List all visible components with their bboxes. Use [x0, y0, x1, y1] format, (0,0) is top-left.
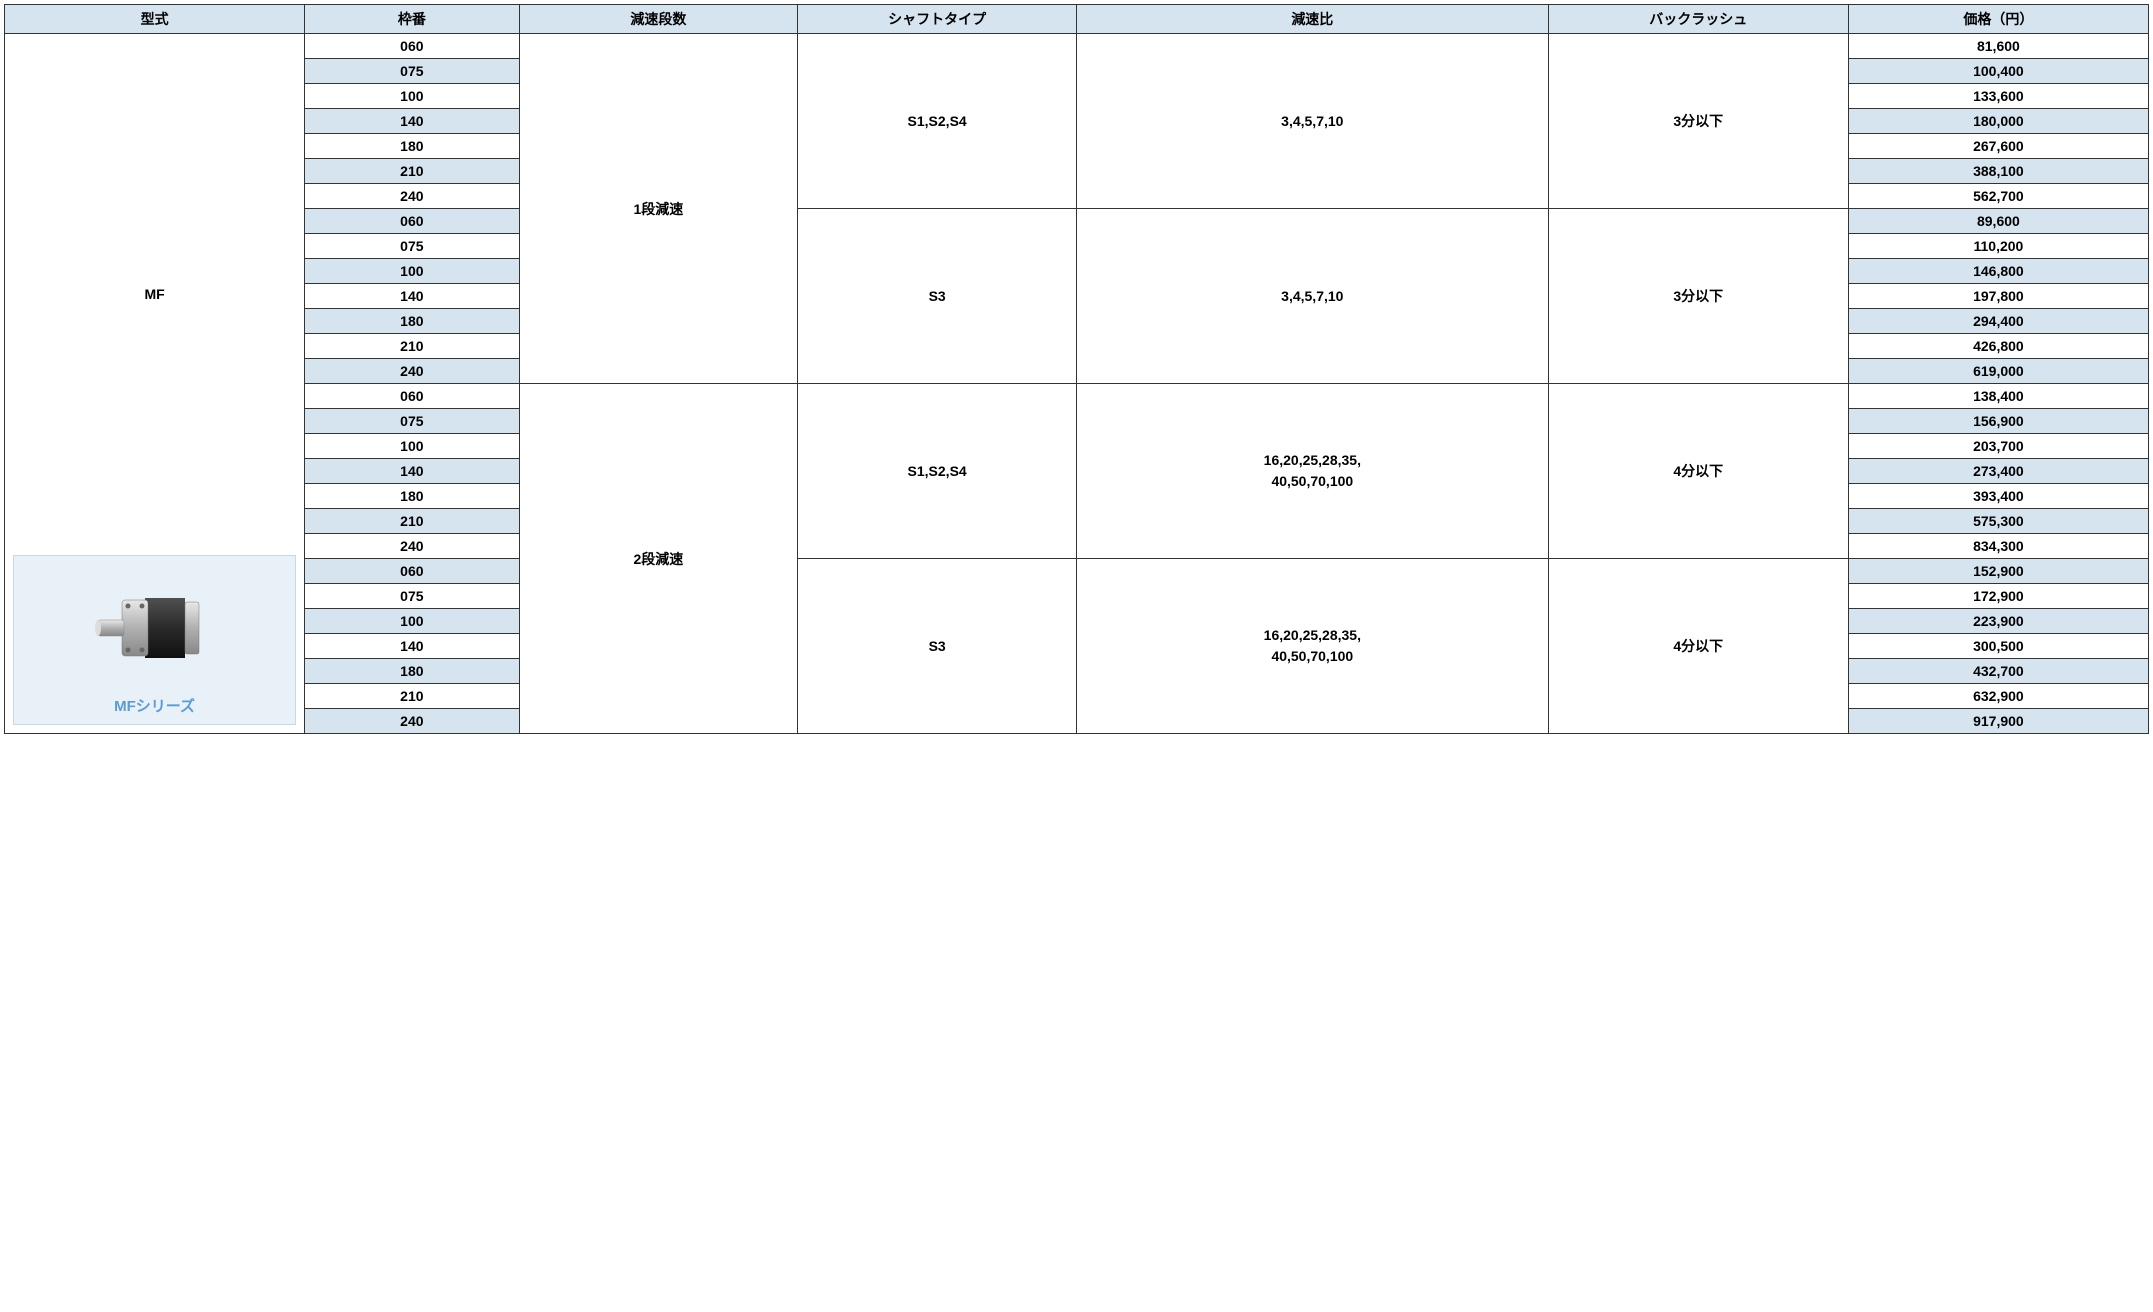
frame-cell: 140	[305, 459, 519, 484]
frame-cell: 100	[305, 259, 519, 284]
shaft-cell: S3	[798, 209, 1077, 384]
col-model: 型式	[5, 5, 305, 34]
price-cell: 619,000	[1848, 359, 2148, 384]
ratio-line2: 40,50,70,100	[1271, 473, 1353, 489]
price-cell: 393,400	[1848, 484, 2148, 509]
frame-cell: 240	[305, 534, 519, 559]
price-cell: 917,900	[1848, 709, 2148, 734]
price-cell: 575,300	[1848, 509, 2148, 534]
price-cell: 197,800	[1848, 284, 2148, 309]
price-cell: 146,800	[1848, 259, 2148, 284]
frame-cell: 240	[305, 359, 519, 384]
price-cell: 426,800	[1848, 334, 2148, 359]
product-label: MFシリーズ	[114, 695, 195, 716]
frame-cell: 210	[305, 159, 519, 184]
backlash-cell: 4分以下	[1548, 559, 1848, 734]
backlash-cell: 3分以下	[1548, 209, 1848, 384]
price-cell: 223,900	[1848, 609, 2148, 634]
ratio-line2: 40,50,70,100	[1271, 648, 1353, 664]
backlash-cell: 3分以下	[1548, 34, 1848, 209]
ratio-cell: 16,20,25,28,35, 40,50,70,100	[1076, 384, 1548, 559]
price-cell: 110,200	[1848, 234, 2148, 259]
price-cell: 138,400	[1848, 384, 2148, 409]
frame-cell: 075	[305, 409, 519, 434]
frame-cell: 210	[305, 684, 519, 709]
price-cell: 834,300	[1848, 534, 2148, 559]
stage-cell: 1段減速	[519, 34, 798, 384]
col-ratio: 減速比	[1076, 5, 1548, 34]
price-cell: 267,600	[1848, 134, 2148, 159]
frame-cell: 180	[305, 484, 519, 509]
frame-cell: 210	[305, 334, 519, 359]
frame-cell: 140	[305, 634, 519, 659]
shaft-cell: S3	[798, 559, 1077, 734]
product-box: MFシリーズ	[13, 555, 296, 725]
backlash-cell: 4分以下	[1548, 384, 1848, 559]
frame-cell: 210	[305, 509, 519, 534]
col-stages: 減速段数	[519, 5, 798, 34]
gearbox-icon	[90, 578, 220, 678]
ratio-cell: 3,4,5,7,10	[1076, 209, 1548, 384]
price-cell: 273,400	[1848, 459, 2148, 484]
ratio-cell: 16,20,25,28,35, 40,50,70,100	[1076, 559, 1548, 734]
frame-cell: 075	[305, 234, 519, 259]
price-cell: 388,100	[1848, 159, 2148, 184]
frame-cell: 240	[305, 184, 519, 209]
price-cell: 100,400	[1848, 59, 2148, 84]
header-row: 型式 枠番 減速段数 シャフトタイプ 減速比 バックラッシュ 価格（円）	[5, 5, 2149, 34]
frame-cell: 180	[305, 309, 519, 334]
price-cell: 632,900	[1848, 684, 2148, 709]
frame-cell: 060	[305, 559, 519, 584]
frame-cell: 140	[305, 109, 519, 134]
frame-cell: 100	[305, 84, 519, 109]
frame-cell: 060	[305, 209, 519, 234]
table-row: 060 S3 3,4,5,7,10 3分以下 89,600	[5, 209, 2149, 234]
frame-cell: 180	[305, 659, 519, 684]
col-shaft: シャフトタイプ	[798, 5, 1077, 34]
frame-cell: 075	[305, 584, 519, 609]
spec-table: 型式 枠番 減速段数 シャフトタイプ 減速比 バックラッシュ 価格（円） MF	[4, 4, 2149, 734]
price-cell: 300,500	[1848, 634, 2148, 659]
frame-cell: 060	[305, 384, 519, 409]
stage-cell: 2段減速	[519, 384, 798, 734]
price-cell: 152,900	[1848, 559, 2148, 584]
price-cell: 172,900	[1848, 584, 2148, 609]
frame-cell: 100	[305, 609, 519, 634]
frame-cell: 240	[305, 709, 519, 734]
price-cell: 156,900	[1848, 409, 2148, 434]
price-cell: 562,700	[1848, 184, 2148, 209]
ratio-line1: 16,20,25,28,35,	[1264, 627, 1361, 643]
price-cell: 180,000	[1848, 109, 2148, 134]
col-price: 価格（円）	[1848, 5, 2148, 34]
ratio-cell: 3,4,5,7,10	[1076, 34, 1548, 209]
price-cell: 432,700	[1848, 659, 2148, 684]
col-frame: 枠番	[305, 5, 519, 34]
product-image	[22, 564, 287, 691]
frame-cell: 140	[305, 284, 519, 309]
frame-cell: 180	[305, 134, 519, 159]
model-cell: MF	[5, 34, 305, 734]
frame-cell: 100	[305, 434, 519, 459]
model-name: MF	[11, 286, 298, 302]
price-cell: 203,700	[1848, 434, 2148, 459]
table-row: MF	[5, 34, 2149, 59]
price-cell: 294,400	[1848, 309, 2148, 334]
frame-cell: 060	[305, 34, 519, 59]
price-cell: 89,600	[1848, 209, 2148, 234]
price-cell: 133,600	[1848, 84, 2148, 109]
ratio-line1: 16,20,25,28,35,	[1264, 452, 1361, 468]
table-row: 060 2段減速 S1,S2,S4 16,20,25,28,35, 40,50,…	[5, 384, 2149, 409]
col-backlash: バックラッシュ	[1548, 5, 1848, 34]
frame-cell: 075	[305, 59, 519, 84]
table-row: 060 S3 16,20,25,28,35, 40,50,70,100 4分以下…	[5, 559, 2149, 584]
shaft-cell: S1,S2,S4	[798, 34, 1077, 209]
shaft-cell: S1,S2,S4	[798, 384, 1077, 559]
price-cell: 81,600	[1848, 34, 2148, 59]
